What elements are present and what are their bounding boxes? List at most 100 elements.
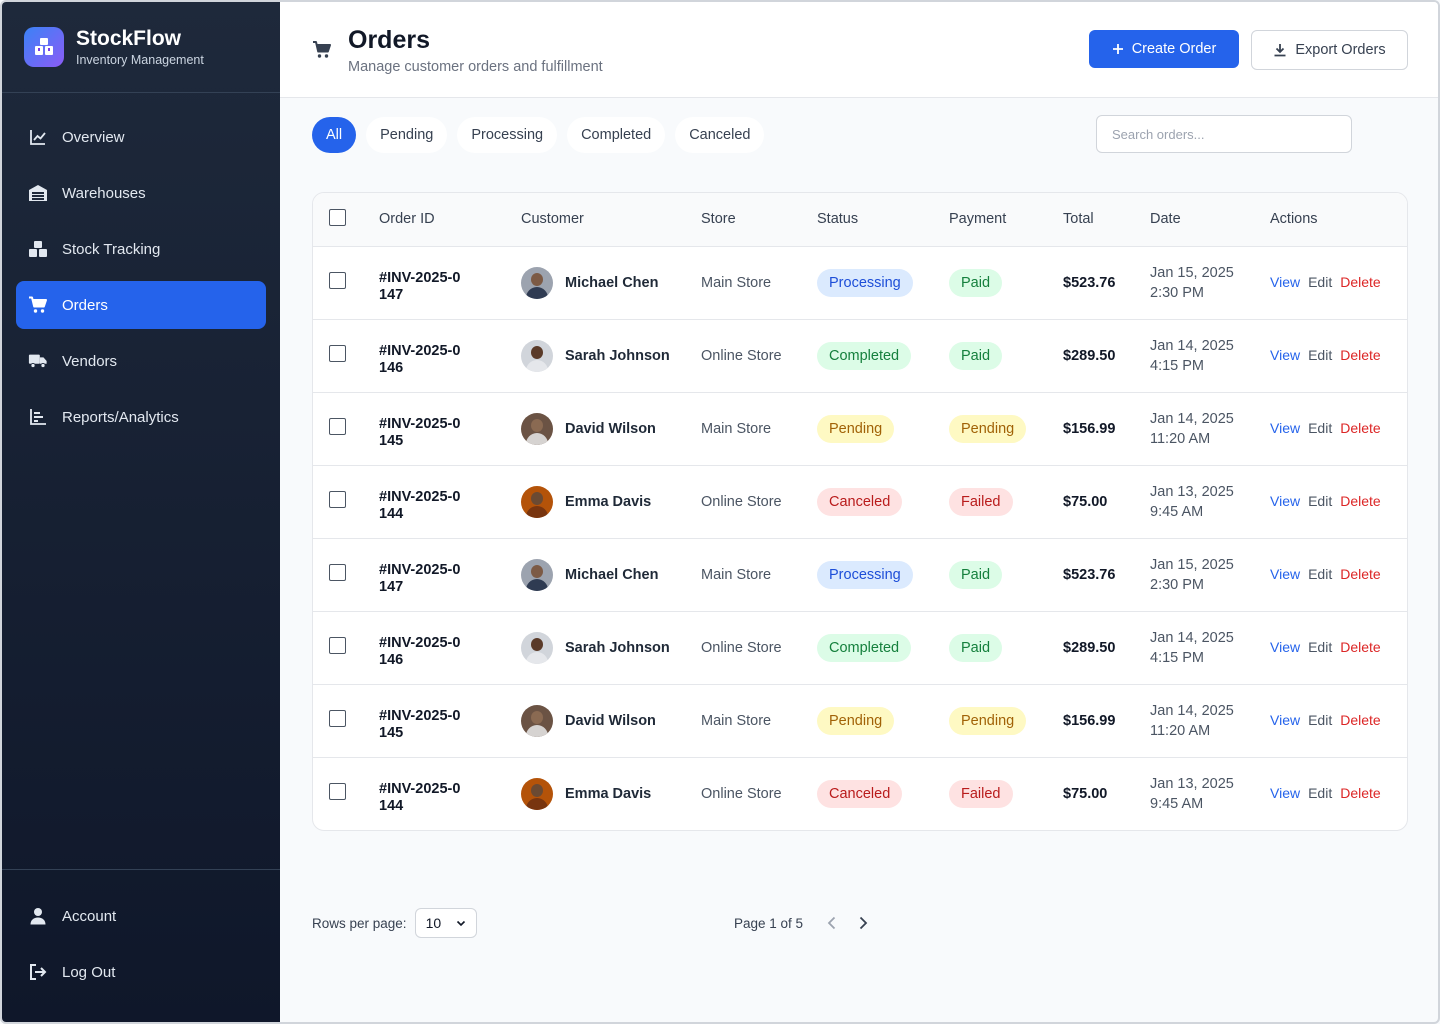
view-button[interactable]: View: [1270, 420, 1301, 436]
view-button[interactable]: View: [1270, 493, 1301, 509]
sidebar-item-label: Account: [62, 907, 117, 925]
delete-button[interactable]: Delete: [1340, 420, 1381, 436]
delete-button[interactable]: Delete: [1340, 712, 1381, 728]
delete-button[interactable]: Delete: [1340, 785, 1381, 802]
row-checkbox[interactable]: [329, 345, 346, 362]
previous-page-button[interactable]: [823, 912, 839, 934]
payment-badge: Paid: [949, 341, 1003, 370]
table-row[interactable]: #INV-2025-0 145 David Wilson Main Store Pen…: [313, 392, 1407, 465]
customer-name: Michael Chen: [565, 566, 659, 583]
status-filter-tabs: All Pending Processing Completed Canceled: [312, 117, 774, 153]
edit-button[interactable]: Edit: [1308, 347, 1333, 363]
status-badge: Processing: [817, 560, 913, 589]
filter-tab-processing[interactable]: Processing: [457, 117, 558, 153]
sidebar-item-label: Orders: [62, 296, 108, 314]
delete-button[interactable]: Delete: [1340, 566, 1381, 582]
sidebar-item-warehouses[interactable]: Warehouses: [16, 169, 266, 217]
table-row[interactable]: #INV-2025-0 146 Sarah Johnson Online Store…: [313, 319, 1407, 392]
delete-button[interactable]: Delete: [1340, 274, 1381, 290]
edit-button[interactable]: Edit: [1308, 785, 1333, 802]
sidebar-item-account[interactable]: Account: [16, 892, 266, 940]
row-checkbox[interactable]: [329, 564, 346, 581]
payment-badge: Failed: [949, 487, 1013, 516]
sidebar-item-reports-analytics[interactable]: Reports/Analytics: [16, 393, 266, 441]
view-button[interactable]: View: [1270, 712, 1301, 728]
download-icon: [1274, 44, 1286, 57]
order-id: #INV-2025-0 147: [379, 561, 461, 595]
sidebar-item-label: Log Out: [62, 963, 116, 981]
row-checkbox[interactable]: [329, 637, 346, 654]
delete-button[interactable]: Delete: [1340, 347, 1381, 363]
filter-tab-pending[interactable]: Pending: [366, 117, 448, 153]
chart-line-icon: [28, 127, 48, 147]
column-header[interactable]: Total: [1063, 193, 1150, 247]
edit-button[interactable]: Edit: [1308, 566, 1333, 582]
sidebar-item-vendors[interactable]: Vendors: [16, 337, 266, 385]
rows-per-page: Rows per page: 10: [312, 908, 477, 938]
brand-subtitle: Inventory Management: [76, 53, 204, 67]
sidebar-item-stock-tracking[interactable]: Stock Tracking: [16, 225, 266, 273]
column-header[interactable]: Order ID: [379, 193, 521, 247]
row-checkbox[interactable]: [329, 418, 346, 435]
table-header-row: Order ID Customer Store Status Payment T…: [313, 193, 1407, 247]
table-row[interactable]: #INV-2025-0 147 Michael Chen Main Store Pro…: [313, 246, 1407, 319]
orders-table-card: Order ID Customer Store Status Payment T…: [312, 192, 1408, 831]
next-page-button[interactable]: [855, 912, 871, 934]
status-badge: Completed: [817, 633, 912, 662]
payment-badge: Paid: [949, 268, 1003, 297]
delete-button[interactable]: Delete: [1340, 493, 1381, 509]
status-badge: Canceled: [817, 487, 903, 516]
table-row[interactable]: #INV-2025-0 144 Emma Davis Online Store Can…: [313, 465, 1407, 538]
delete-button[interactable]: Delete: [1340, 639, 1381, 655]
customer-name: David Wilson: [565, 420, 656, 437]
customer-name: Emma Davis: [565, 785, 652, 802]
search-input[interactable]: [1096, 115, 1352, 153]
table-row[interactable]: #INV-2025-0 144 Emma Davis Online Store Can…: [313, 757, 1407, 830]
view-button[interactable]: View: [1270, 274, 1301, 290]
table-row[interactable]: #INV-2025-0 145 David Wilson Main Store Pen…: [313, 684, 1407, 757]
edit-button[interactable]: Edit: [1308, 712, 1333, 728]
sidebar-item-label: Vendors: [62, 352, 118, 370]
edit-button[interactable]: Edit: [1308, 639, 1333, 655]
column-header[interactable]: Customer: [521, 193, 701, 247]
rows-per-page-value: 10: [425, 915, 442, 931]
column-header[interactable]: Payment: [949, 193, 1063, 247]
orders-table: Order ID Customer Store Status Payment T…: [313, 193, 1407, 830]
row-checkbox[interactable]: [329, 710, 346, 727]
view-button[interactable]: View: [1270, 566, 1301, 582]
order-date: Jan 14, 2025 11:20 AM: [1150, 410, 1234, 447]
column-header[interactable]: Status: [817, 193, 949, 247]
table-row[interactable]: #INV-2025-0 147 Michael Chen Main Store Pro…: [313, 538, 1407, 611]
select-all-checkbox[interactable]: [329, 208, 346, 226]
status-badge: Canceled: [817, 779, 903, 808]
row-checkbox[interactable]: [329, 491, 346, 508]
edit-button[interactable]: Edit: [1308, 274, 1333, 290]
view-button[interactable]: View: [1270, 785, 1301, 802]
sidebar-item-overview[interactable]: Overview: [16, 113, 266, 161]
row-checkbox[interactable]: [329, 272, 346, 289]
column-header[interactable]: Store: [701, 193, 817, 247]
view-button[interactable]: View: [1270, 639, 1301, 655]
customer-name: Sarah Johnson: [565, 639, 670, 656]
table-row[interactable]: #INV-2025-0 146 Sarah Johnson Online Store…: [313, 611, 1407, 684]
bar-chart-icon: [28, 407, 48, 427]
export-orders-button[interactable]: Export Orders: [1251, 30, 1408, 70]
avatar: [521, 777, 553, 810]
sidebar-item-log-out[interactable]: Log Out: [16, 948, 266, 996]
column-header[interactable]: Date: [1150, 193, 1270, 247]
store-name: Main Store: [701, 566, 772, 583]
row-checkbox[interactable]: [329, 783, 346, 801]
rows-per-page-select[interactable]: 10: [414, 908, 477, 938]
sidebar-item-orders[interactable]: Orders: [16, 281, 266, 329]
order-id: #INV-2025-0 146: [379, 342, 461, 376]
edit-button[interactable]: Edit: [1308, 420, 1333, 436]
filter-tab-canceled[interactable]: Canceled: [675, 117, 765, 153]
order-date: Jan 13, 2025 9:45 AM: [1150, 483, 1234, 520]
create-order-button[interactable]: Create Order: [1089, 30, 1239, 68]
view-button[interactable]: View: [1270, 347, 1301, 363]
export-orders-label: Export Orders: [1295, 42, 1386, 58]
edit-button[interactable]: Edit: [1308, 493, 1333, 509]
filter-tab-all[interactable]: All: [312, 117, 357, 153]
filter-tab-completed[interactable]: Completed: [567, 117, 666, 153]
